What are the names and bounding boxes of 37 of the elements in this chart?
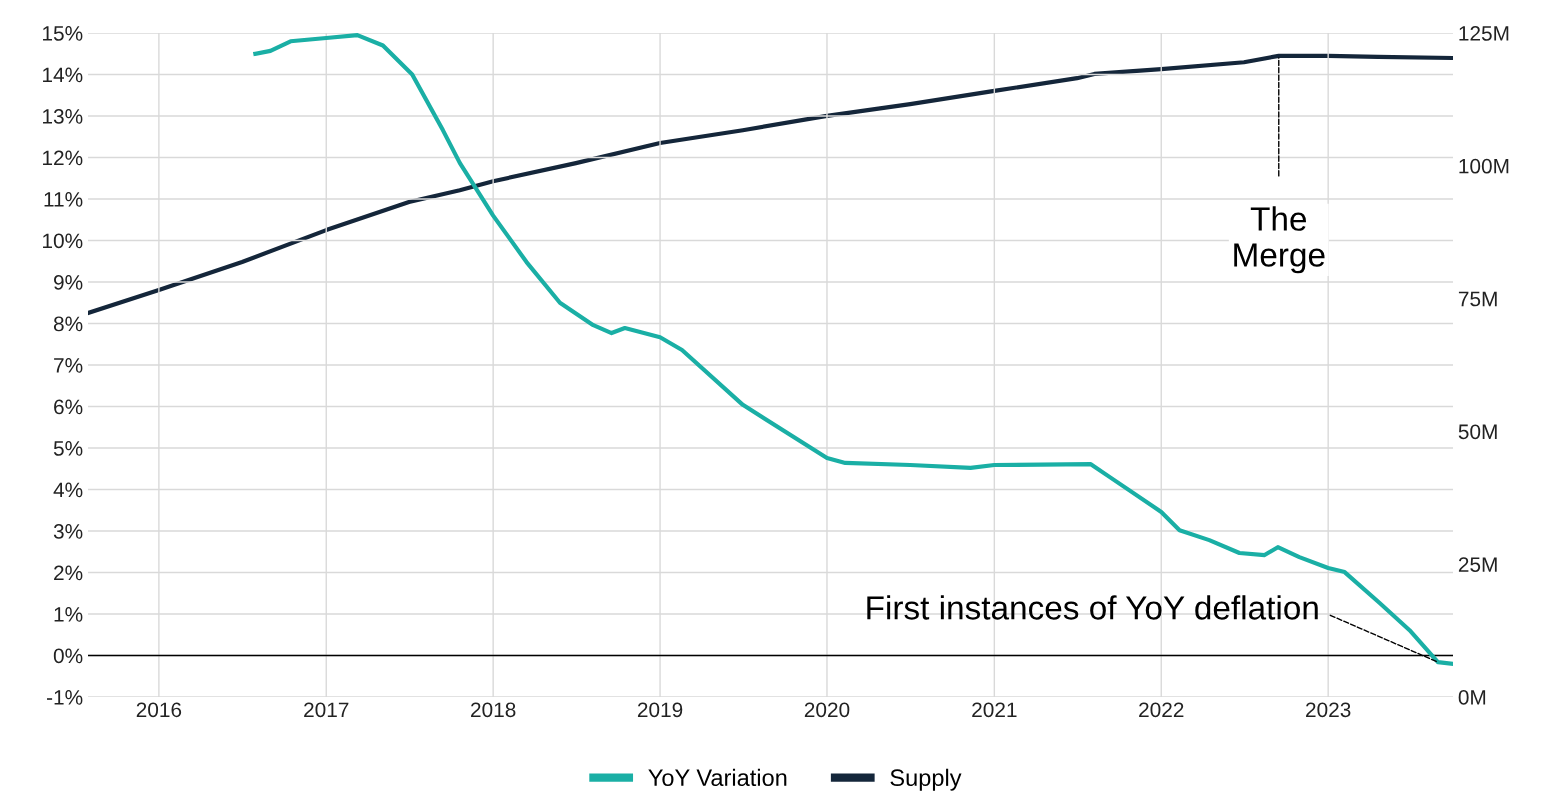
y-tick-label: 13% [43, 109, 83, 124]
legend-label: Supply [890, 768, 962, 791]
y-tick-label: 5% [53, 441, 83, 456]
x-tick-label: 2021 [972, 702, 1017, 718]
y2-tick-label: 0M [1458, 690, 1486, 705]
annotation: The Merge [1234, 206, 1325, 274]
x-tick-label: 2019 [637, 702, 683, 718]
y-tick-label: -1% [47, 690, 83, 705]
y-tick-label: 1% [54, 607, 83, 622]
legend-label: YoY Variation [648, 768, 787, 787]
y-tick-label: 4% [53, 482, 83, 498]
line-series [88, 53, 1453, 316]
x-tick-label: 2020 [804, 702, 850, 718]
x-tick-label: 2017 [304, 702, 349, 718]
annotation: First instances of YoY deflation [867, 595, 1318, 620]
y2-tick-label: 125M [1459, 26, 1509, 41]
x-tick-label: 2018 [471, 702, 516, 718]
y-tick-label: 11% [44, 192, 83, 207]
y-tick-label: 6% [54, 399, 83, 415]
x-tick-label: 2023 [1306, 702, 1351, 718]
line-series [253, 33, 1453, 666]
y2-tick-label: 50M [1458, 424, 1497, 440]
x-tick-label: 2022 [1139, 702, 1184, 718]
x-tick-label: 2016 [136, 702, 182, 718]
y-tick-label: 14% [43, 67, 83, 83]
y-tick-label: 15% [43, 26, 83, 41]
y-tick-label: 8% [53, 316, 83, 332]
y-tick-label: 10% [43, 233, 83, 249]
y2-tick-label: 75M [1458, 291, 1497, 307]
y-tick-label: 3% [53, 524, 83, 539]
y-tick-label: 12% [43, 150, 83, 166]
y2-tick-label: 100M [1459, 158, 1509, 174]
y-tick-label: 7% [54, 358, 83, 373]
y-tick-label: 0% [53, 648, 83, 664]
y-tick-label: 2% [54, 565, 83, 581]
y2-tick-label: 25M [1458, 557, 1497, 572]
y-tick-label: 9% [54, 275, 83, 290]
